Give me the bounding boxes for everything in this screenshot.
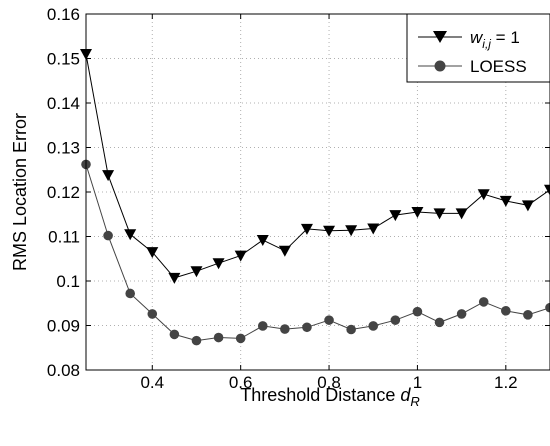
data-point-triangle [300,223,313,235]
ticks: 0.4 0.6 0.8 1 1.2 0.08 0.09 0.1 0.11 0.12 0.13 0.14… [47,5,550,392]
data-point-circle [434,317,445,328]
data-point-circle [456,309,467,319]
series-2-line [85,164,550,342]
data-point-circle [302,322,312,333]
series-1 [80,49,550,284]
data-point-circle [257,321,268,331]
data-point-circle [169,329,180,340]
data-point-triangle [256,235,269,247]
y-tick-label: 0.08 [47,361,80,380]
legend-box [406,13,550,83]
x-axis-label: Threshold Distance dR [240,385,419,409]
data-point-triangle [477,189,490,201]
series-layer [80,49,550,346]
x-tick-label: 0.4 [140,373,164,392]
data-point-circle [235,333,246,344]
data-point-circle [213,332,224,343]
series-2 [81,159,550,346]
data-point-circle [501,306,511,316]
data-point-triangle [544,184,550,196]
data-point-circle [368,321,379,331]
data-point-triangle [146,247,159,259]
data-point-triangle [234,250,247,262]
series-1-line [85,54,550,279]
data-point-triangle [190,266,203,278]
data-point-circle [280,324,290,334]
data-point-circle [390,315,401,325]
x-axis-label-var: d [400,385,411,405]
x-axis-label-main: Threshold Distance [240,385,400,405]
x-axis-label-sub: R [410,394,419,409]
y-tick-label: 0.15 [47,50,80,69]
data-point-circle [324,315,334,325]
y-tick-label: 0.16 [47,5,80,24]
y-tick-label: 0.12 [47,183,80,202]
data-point-triangle [389,210,402,222]
data-point-circle [412,306,423,317]
y-tick-label: 0.1 [56,272,80,291]
data-point-triangle [168,272,181,284]
data-point-triangle [433,208,446,220]
y-tick-label: 0.14 [47,94,80,113]
data-point-circle [125,288,135,299]
data-point-triangle [124,229,137,241]
legend-label-1-var: w [470,28,484,47]
data-point-triangle [345,225,358,237]
legend: wi,j = 1 LOESS [406,13,550,83]
x-tick-label: 1.2 [494,373,518,392]
data-point-triangle [278,245,291,257]
data-point-circle [523,310,533,320]
legend-marker-triangle [433,31,447,43]
y-axis-label: RMS Location Error [10,113,30,271]
data-point-triangle [411,207,424,219]
legend-label-series-1: wi,j = 1 [470,28,520,51]
data-point-triangle [499,195,512,207]
x-tick-label: 0.6 [229,373,253,392]
legend-label-series-2: LOESS [470,57,527,76]
x-tick-label: 1 [413,373,422,392]
y-tick-label: 0.11 [48,228,80,247]
data-point-triangle [323,225,336,237]
data-point-triangle [367,223,380,235]
data-point-circle [346,324,356,335]
data-point-triangle [455,208,468,220]
data-point-triangle [521,200,534,212]
y-tick-label: 0.13 [47,139,80,158]
x-tick-label: 0.8 [317,373,341,392]
legend-marker-circle [434,60,446,72]
legend-label-1-sub: i,j [482,37,491,51]
data-point-circle [478,297,489,307]
y-tick-label: 0.09 [47,317,80,336]
data-point-circle [191,335,202,346]
data-point-circle [545,302,550,313]
data-point-circle [147,309,158,319]
data-point-circle [103,230,113,241]
data-point-triangle [212,258,225,270]
legend-label-1-rest: = 1 [491,28,520,47]
data-point-triangle [102,170,115,182]
